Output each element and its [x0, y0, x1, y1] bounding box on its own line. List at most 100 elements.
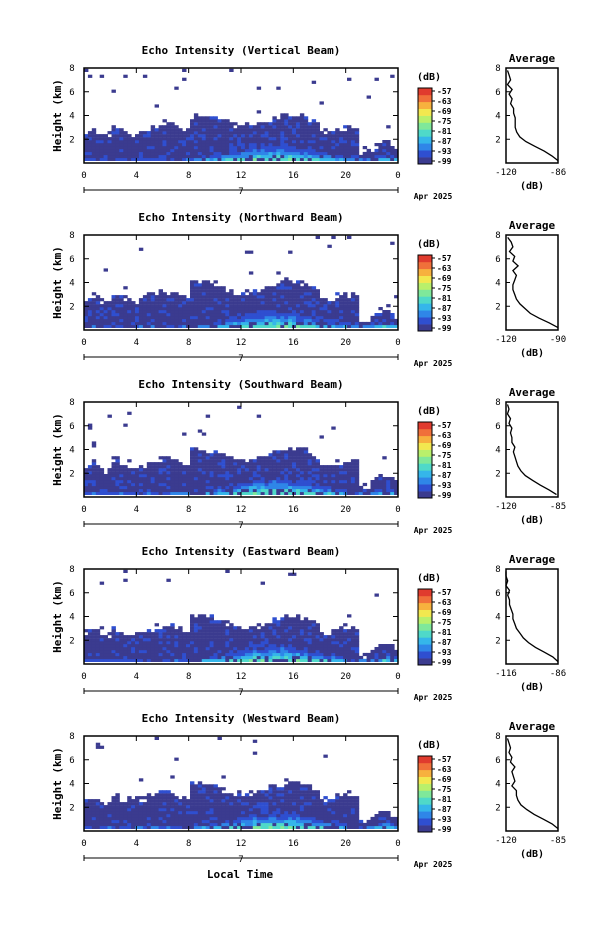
heatmap-cell	[182, 811, 187, 815]
heatmap-cell	[170, 134, 175, 138]
heatmap-cell	[382, 480, 387, 484]
y-tick-label: 8	[69, 231, 74, 241]
heatmap-cell	[311, 635, 317, 639]
heatmap-cell	[135, 825, 140, 829]
heatmap-cell	[221, 644, 226, 648]
heatmap-cell	[186, 641, 191, 645]
heatmap-cell	[343, 480, 348, 484]
heatmap-cell	[252, 805, 258, 809]
colorbar-tick-label: -87	[437, 471, 452, 480]
heatmap-cell	[268, 304, 273, 308]
heatmap-cell	[186, 644, 191, 648]
y-axis-label: Height (km)	[51, 747, 64, 820]
heatmap-cell	[303, 140, 309, 144]
heatmap-cell	[99, 805, 105, 809]
heatmap-cell	[237, 790, 242, 794]
heatmap-cell	[244, 819, 250, 824]
heatmap-cell	[123, 295, 128, 299]
heatmap-cell	[111, 825, 116, 829]
heatmap-cell	[201, 477, 207, 481]
heatmap-cell	[319, 485, 324, 490]
heatmap-cell	[190, 307, 195, 311]
heatmap-cell	[319, 301, 324, 305]
heatmap-cell	[135, 137, 140, 141]
heatmap-cell	[241, 310, 246, 314]
heatmap-cell	[138, 298, 144, 302]
heatmap-cell	[131, 641, 136, 645]
heatmap-cell	[307, 122, 313, 126]
heatmap-cell	[244, 485, 250, 490]
y-tick-label: 6	[69, 422, 74, 432]
heatmap-cell	[307, 641, 313, 645]
heatmap-cell	[174, 647, 179, 651]
heatmap-cell	[303, 286, 309, 290]
heatmap-cell	[339, 318, 344, 323]
heatmap-cell	[170, 775, 175, 779]
heatmap-cell	[268, 324, 273, 328]
heatmap-cell	[284, 477, 289, 481]
heatmap-cell	[182, 825, 187, 829]
heatmap-cell	[221, 796, 226, 800]
heatmap-cell	[87, 819, 93, 824]
heatmap-cell	[146, 811, 152, 815]
heatmap-cell	[327, 143, 332, 147]
heatmap-cell	[229, 485, 234, 490]
heatmap-cell	[87, 131, 93, 135]
heatmap-cell	[119, 822, 124, 827]
heatmap-cell	[362, 154, 368, 159]
colorbar-segment	[418, 602, 432, 610]
heatmap-cell	[174, 485, 179, 490]
heatmap-cell	[303, 137, 309, 141]
heatmap-cell	[107, 802, 112, 806]
heatmap-cell	[299, 471, 305, 475]
profile-y-tick-label: 2	[495, 302, 500, 312]
heatmap-cell	[241, 295, 246, 299]
heatmap-cell	[296, 819, 301, 824]
heatmap-cell	[201, 304, 207, 308]
heatmap-cell	[323, 318, 328, 323]
heatmap-cell	[127, 482, 132, 487]
x-tick-label: 16	[288, 338, 299, 348]
heatmap-cell	[252, 148, 258, 153]
heatmap-cell	[264, 318, 269, 323]
heatmap-cell	[131, 321, 136, 326]
heatmap-cell	[119, 468, 124, 472]
heatmap-cell	[288, 125, 293, 129]
heatmap-cell	[237, 822, 242, 827]
heatmap-cell	[186, 151, 191, 156]
heatmap-cell	[166, 477, 171, 481]
heatmap-cell	[135, 649, 140, 654]
heatmap-cell	[107, 649, 112, 654]
heatmap-cell	[186, 471, 191, 475]
heatmap-cell	[154, 488, 159, 493]
heatmap-cell	[150, 638, 156, 642]
heatmap-cell	[370, 324, 375, 328]
heatmap-cell	[315, 292, 320, 296]
heatmap-cell	[256, 790, 262, 794]
heatmap-cell	[186, 488, 191, 493]
heatmap-cell	[225, 626, 230, 630]
heatmap-cell	[386, 649, 391, 654]
heatmap-cell	[91, 474, 97, 478]
heatmap-cell	[229, 814, 234, 818]
heatmap-cell	[303, 307, 309, 311]
heatmap-cell	[123, 811, 128, 815]
heatmap-cell	[115, 324, 120, 328]
heatmap-cell	[292, 154, 297, 159]
heatmap-cell	[221, 632, 226, 636]
heatmap-cell	[142, 474, 148, 478]
heatmap-cell	[315, 468, 320, 472]
heatmap-cell	[150, 137, 156, 141]
heatmap-cell	[190, 482, 195, 487]
heatmap-cell	[280, 157, 285, 161]
heatmap-cell	[225, 125, 230, 129]
heatmap-cell	[87, 423, 93, 427]
heatmap-cell	[311, 638, 317, 642]
heatmap-cell	[170, 485, 175, 490]
heatmap-cell	[162, 482, 167, 487]
heatmap-cell	[292, 652, 297, 657]
heatmap-cell	[296, 488, 301, 493]
heatmap-cell	[370, 315, 375, 320]
heatmap-cell	[142, 811, 148, 815]
heatmap-cell	[284, 146, 289, 150]
